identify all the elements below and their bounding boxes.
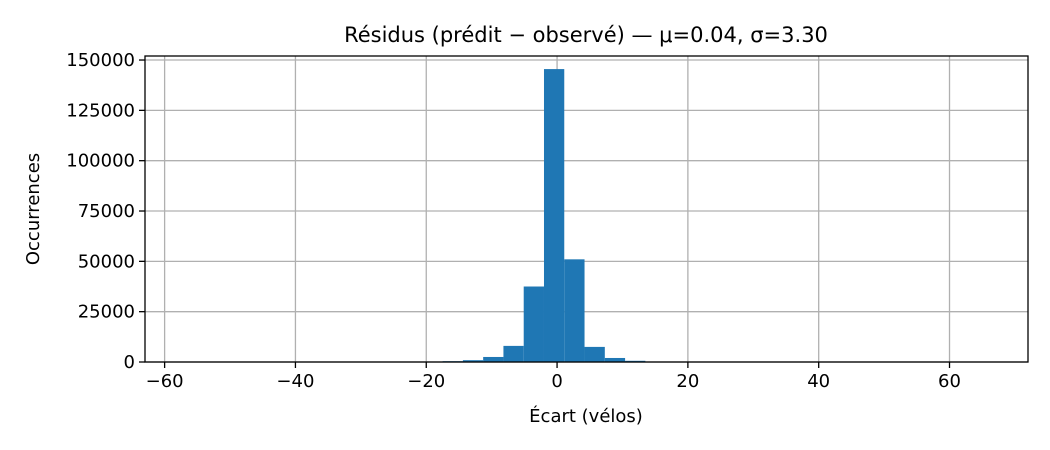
y-axis-label: Occurrences <box>23 153 44 265</box>
y-tick-label: 50000 <box>78 251 135 272</box>
x-axis-label: Écart (vélos) <box>529 405 643 427</box>
x-tick-label: −20 <box>407 371 445 392</box>
x-tick-label: 0 <box>551 371 562 392</box>
y-tick-label: 75000 <box>78 201 135 222</box>
x-tick-label: −60 <box>146 371 184 392</box>
y-tick-label: 100000 <box>66 151 135 172</box>
y-tick-label: 0 <box>124 352 135 373</box>
x-tick-label: 20 <box>676 371 699 392</box>
y-axis-ticks: 0 25000 50000 75000 100000 125000 150000 <box>66 50 145 373</box>
histogram-bar <box>564 259 585 362</box>
plot-area-frame <box>144 55 1029 363</box>
x-tick-label: 40 <box>807 371 830 392</box>
histogram-bar <box>584 346 605 362</box>
histogram-bars <box>442 69 666 363</box>
x-axis-ticks: −60 −40 −20 0 20 40 60 <box>146 362 961 392</box>
histogram-bar <box>462 360 484 362</box>
grid-lines <box>145 56 1028 363</box>
histogram-bar <box>543 69 565 363</box>
histogram-bar <box>483 356 504 362</box>
y-tick-label: 125000 <box>66 100 135 121</box>
y-tick-label: 25000 <box>78 302 135 323</box>
chart-title: Résidus (prédit − observé) — μ=0.04, σ=3… <box>344 23 828 47</box>
y-tick-label: 150000 <box>66 50 135 71</box>
histogram-bar <box>503 345 524 362</box>
x-tick-label: 60 <box>938 371 961 392</box>
x-tick-label: −40 <box>276 371 314 392</box>
histogram-bar <box>523 286 544 362</box>
histogram-bar <box>604 357 626 362</box>
